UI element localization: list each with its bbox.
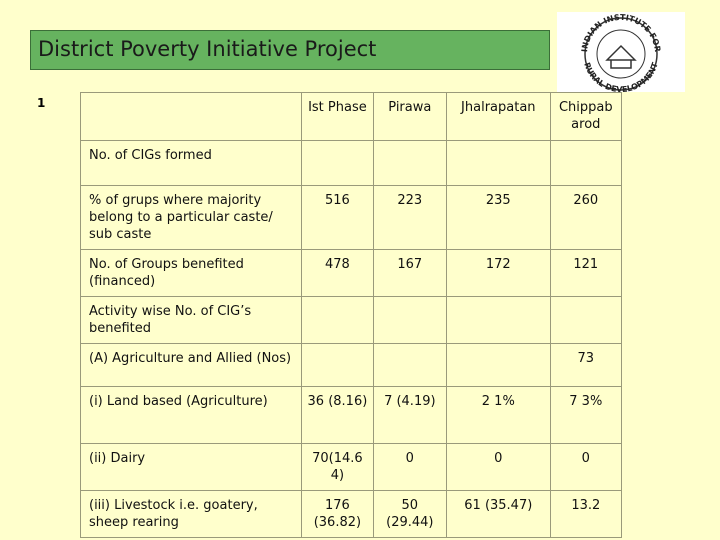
table-row: (i) Land based (Agriculture) 36 (8.16) 7 (…	[79, 386, 623, 444]
table-cell: 235	[446, 185, 551, 250]
table-cell	[446, 343, 551, 387]
table-cell	[372, 343, 448, 387]
table-cell: % of grups where majority belong to a pa…	[79, 185, 303, 250]
table-cell: 0	[372, 443, 448, 491]
table-cell: 260	[549, 185, 623, 250]
table-row: (iii) Livestock i.e. goatery, sheep rear…	[79, 490, 623, 538]
table-cell: 61 (35.47)	[446, 490, 551, 538]
table-cell: 172	[446, 249, 551, 297]
table-cell: 478	[301, 249, 374, 297]
table-cell: No. of Groups benefited (financed)	[79, 249, 303, 297]
logo-text: RURAL DEVELOPMENT	[582, 61, 660, 92]
table-cell	[372, 140, 448, 186]
logo-text-bottom: RURAL DEVELOPMENT	[582, 61, 660, 92]
table-cell: 13.2	[549, 490, 623, 538]
table-cell: (iii) Livestock i.e. goatery, sheep rear…	[79, 490, 303, 538]
table-cell	[446, 296, 551, 344]
table-cell: Jhalrapatan	[446, 92, 551, 141]
table-row: Activity wise No. of CIG’s benefited	[79, 296, 623, 344]
table-cell: 167	[372, 249, 448, 297]
logo-inner-ring	[596, 29, 646, 79]
table-cell: 36 (8.16)	[301, 386, 374, 444]
table-cell	[549, 140, 623, 186]
table-cell	[301, 296, 374, 344]
table-cell: 2 1%	[446, 386, 551, 444]
table-cell: 516	[301, 185, 374, 250]
table-cell: Ist Phase	[301, 92, 374, 141]
table-cell: (i) Land based (Agriculture)	[79, 386, 303, 444]
table-cell: 121	[549, 249, 623, 297]
table-cell: 0	[549, 443, 623, 491]
table-row: No. of CIGs formed	[79, 140, 623, 186]
slide-number: 1	[37, 96, 46, 110]
table-cell	[301, 343, 374, 387]
table-cell: Pirawa	[372, 92, 448, 141]
logo-ring	[584, 17, 658, 91]
table-cell: 70(14.6 4)	[301, 443, 374, 491]
table-cell: 73	[549, 343, 623, 387]
data-table: Ist Phase Pirawa Jhalrapatan Chippab arod No…	[79, 92, 623, 538]
table-row: (ii) Dairy 70(14.6 4) 0 0 0	[79, 443, 623, 491]
table-cell	[372, 296, 448, 344]
table-cell	[446, 140, 551, 186]
table-cell: 0	[446, 443, 551, 491]
logo: INDIAN INSTITUTE FOR RURAL DEVELOPMENT	[557, 12, 685, 92]
table-row: No. of Groups benefited (financed) 478 167…	[79, 249, 623, 297]
table-cell: (A) Agriculture and Allied (Nos)	[79, 343, 303, 387]
table-row: (A) Agriculture and Allied (Nos) 73	[79, 343, 623, 387]
table-row: % of grups where majority belong to a pa…	[79, 185, 623, 250]
table-cell: 7 3%	[549, 386, 623, 444]
slide-title: District Poverty Initiative Project	[38, 37, 377, 61]
title-bar: District Poverty Initiative Project	[30, 30, 550, 70]
table-cell: 223	[372, 185, 448, 250]
table-cell: 7 (4.19)	[372, 386, 448, 444]
table-cell	[79, 92, 303, 141]
table-cell: No. of CIGs formed	[79, 140, 303, 186]
table-cell: (ii) Dairy	[79, 443, 303, 491]
table-cell	[549, 296, 623, 344]
table-cell: 50 (29.44)	[372, 490, 448, 538]
table-cell: Chippab arod	[549, 92, 623, 141]
table-cell	[301, 140, 374, 186]
logo-house	[605, 44, 637, 69]
table-cell: Activity wise No. of CIG’s benefited	[79, 296, 303, 344]
table-row: Ist Phase Pirawa Jhalrapatan Chippab arod	[79, 92, 623, 141]
table-cell: 176 (36.82)	[301, 490, 374, 538]
